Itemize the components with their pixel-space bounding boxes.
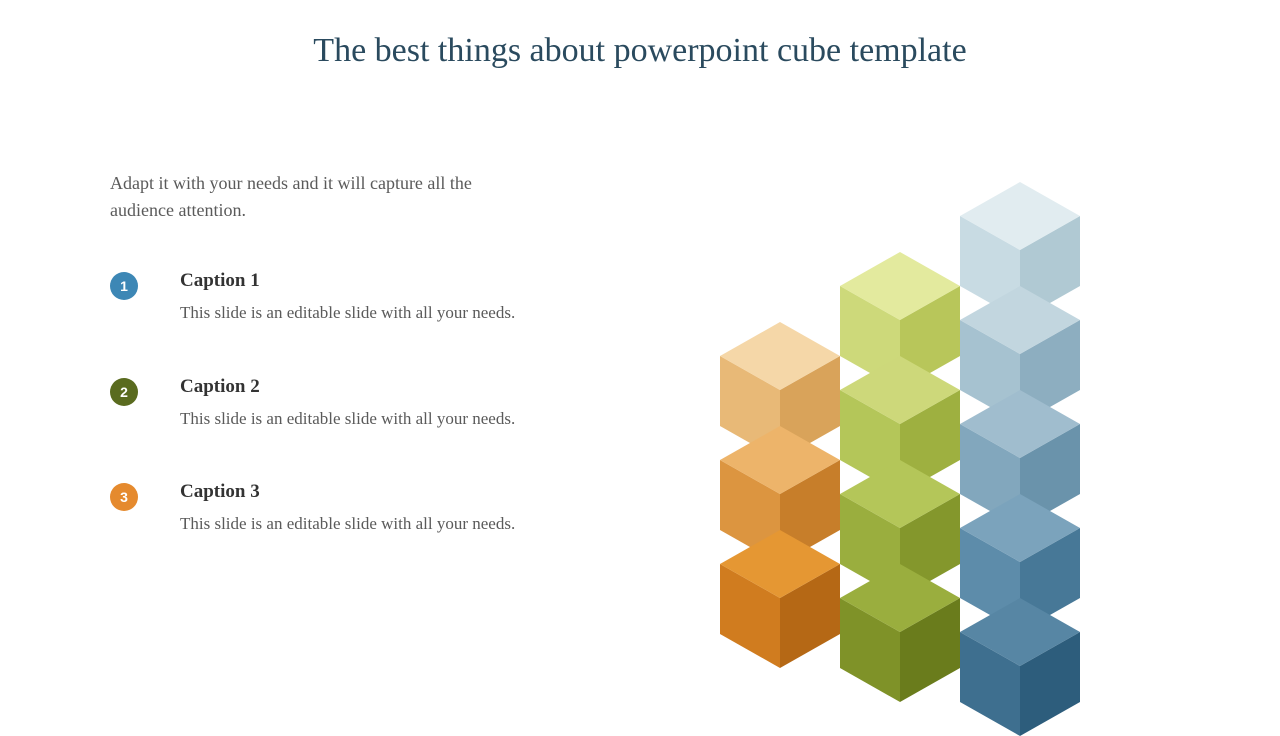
intro-text: Adapt it with your needs and it will cap… xyxy=(110,170,510,224)
cube xyxy=(720,530,840,668)
caption-desc: This slide is an editable slide with all… xyxy=(180,511,515,537)
caption-desc: This slide is an editable slide with all… xyxy=(180,300,515,326)
caption-text: Caption 3 This slide is an editable slid… xyxy=(180,481,515,537)
caption-desc: This slide is an editable slide with all… xyxy=(180,406,515,432)
caption-title: Caption 2 xyxy=(180,376,515,398)
caption-number-badge: 2 xyxy=(110,378,138,406)
caption-item: 2 Caption 2 This slide is an editable sl… xyxy=(110,376,530,432)
caption-list: 1 Caption 1 This slide is an editable sl… xyxy=(110,270,530,587)
caption-number-badge: 1 xyxy=(110,272,138,300)
caption-item: 3 Caption 3 This slide is an editable sl… xyxy=(110,481,530,537)
caption-number-badge: 3 xyxy=(110,483,138,511)
page-title: The best things about powerpoint cube te… xyxy=(0,32,1280,70)
cube xyxy=(960,598,1080,736)
cube xyxy=(840,564,960,702)
caption-text: Caption 1 This slide is an editable slid… xyxy=(180,270,515,326)
cube-chart xyxy=(640,100,1240,700)
caption-title: Caption 3 xyxy=(180,481,515,503)
caption-item: 1 Caption 1 This slide is an editable sl… xyxy=(110,270,530,326)
caption-text: Caption 2 This slide is an editable slid… xyxy=(180,376,515,432)
caption-title: Caption 1 xyxy=(180,270,515,292)
